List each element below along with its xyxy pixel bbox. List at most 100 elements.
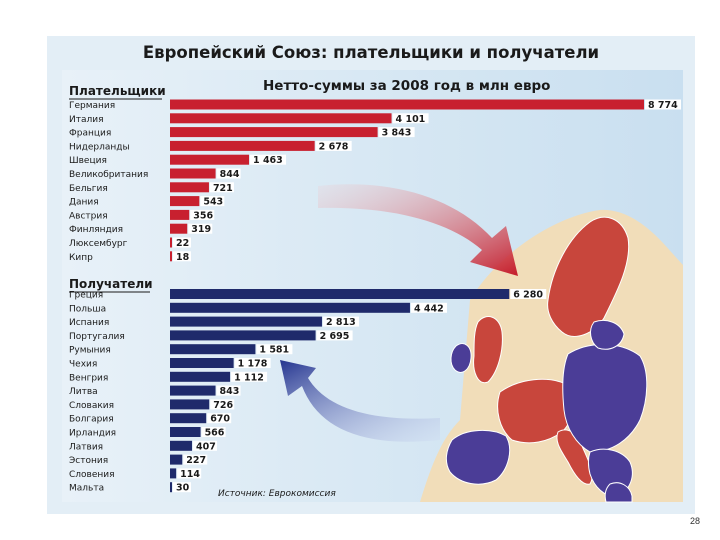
recipients-heading: Получатели — [69, 277, 153, 291]
payers-arrow — [318, 184, 518, 276]
bar — [170, 399, 210, 410]
value-label-background — [216, 168, 241, 179]
bar — [170, 168, 216, 179]
bar — [170, 385, 216, 396]
map-ireland — [450, 343, 472, 373]
value-label-background — [322, 316, 359, 327]
value-label: 114 — [180, 469, 200, 480]
category-label: Дания — [69, 198, 99, 208]
chart-source: Источник: Еврокомиссия — [218, 489, 336, 499]
bar — [170, 344, 256, 355]
value-label: 22 — [176, 238, 189, 249]
bar — [170, 371, 231, 382]
value-label: 1 463 — [253, 155, 283, 166]
category-label: Литва — [69, 387, 98, 397]
bar — [170, 289, 510, 299]
category-label: Латвия — [69, 442, 103, 452]
value-label: 543 — [203, 197, 223, 208]
category-label: Болгария — [69, 415, 114, 425]
value-label-background — [216, 385, 241, 396]
category-label: Мальта — [69, 484, 104, 494]
value-label-background — [207, 413, 232, 424]
europe-map — [420, 209, 683, 503]
value-label: 3 843 — [382, 128, 412, 139]
bar — [170, 140, 315, 151]
value-label-background — [378, 127, 415, 138]
map-baltics — [590, 320, 625, 350]
value-label-background — [188, 223, 213, 234]
value-label-background — [177, 468, 202, 479]
value-label-background — [201, 427, 226, 437]
category-label: Люксембург — [69, 239, 128, 249]
category-label: Чехия — [69, 360, 97, 370]
category-label: Польша — [69, 304, 106, 314]
value-label: 2 695 — [320, 331, 350, 342]
category-label: Венгрия — [69, 373, 108, 383]
value-label: 1 581 — [259, 345, 289, 356]
bar — [170, 302, 410, 313]
category-label: Финляндия — [69, 225, 123, 235]
value-label-background — [183, 454, 208, 465]
value-label: 843 — [220, 386, 240, 397]
value-label-background — [315, 140, 352, 151]
value-label-background — [200, 196, 225, 207]
value-label-background — [510, 289, 547, 299]
value-label: 407 — [196, 441, 216, 452]
bar — [170, 316, 322, 327]
map-east-europe — [562, 343, 648, 453]
bar — [170, 454, 183, 465]
bar — [170, 482, 172, 493]
value-label-background — [192, 440, 217, 451]
value-label-background — [250, 154, 287, 165]
bar — [170, 209, 190, 220]
category-label: Великобритания — [69, 170, 148, 180]
bar — [170, 251, 172, 262]
value-label: 844 — [220, 169, 240, 180]
category-label: Германия — [69, 101, 115, 111]
recipients-arrow — [280, 360, 440, 442]
value-label: 4 101 — [396, 114, 426, 125]
value-label-background — [209, 182, 234, 193]
category-label: Франция — [69, 129, 111, 139]
value-label-background — [173, 482, 191, 493]
value-label-background — [210, 399, 235, 410]
value-label-background — [392, 113, 429, 124]
bar — [170, 113, 392, 124]
chart-subtitle: Нетто-суммы за 2008 год в млн евро — [263, 78, 550, 94]
category-label: Словения — [69, 470, 115, 480]
page-title: Европейский Союз: плательщики и получате… — [142, 43, 600, 62]
value-label: 2 678 — [319, 141, 349, 152]
value-label: 670 — [210, 414, 230, 425]
category-label: Кипр — [69, 253, 93, 263]
value-label: 319 — [191, 224, 211, 235]
value-label-background — [410, 302, 447, 313]
bar — [170, 99, 644, 110]
value-label: 2 813 — [326, 317, 356, 328]
value-label: 6 280 — [513, 290, 543, 301]
value-label: 1 112 — [234, 372, 264, 383]
category-label: Швеция — [69, 156, 107, 166]
value-label: 721 — [213, 183, 233, 194]
bar — [170, 127, 378, 138]
payers-heading: Плательщики — [69, 84, 166, 98]
bar — [170, 237, 172, 248]
bar — [170, 358, 234, 368]
bar — [170, 427, 201, 437]
bars-layer: Германия 8 774 Италия 4 101 Франция 3 843 Ниде… — [69, 99, 681, 494]
value-label: 726 — [213, 400, 233, 411]
bar — [170, 223, 188, 234]
category-label: Ирландия — [69, 429, 116, 439]
value-label: 1 178 — [238, 359, 268, 370]
value-label: 356 — [193, 210, 213, 221]
value-label: 4 442 — [414, 303, 444, 314]
value-label-background — [234, 358, 271, 368]
value-label-background — [173, 251, 191, 262]
category-label: Бельгия — [69, 184, 108, 194]
value-label: 8 774 — [648, 100, 678, 111]
category-label: Румыния — [69, 346, 111, 356]
bar — [170, 182, 209, 193]
value-label-background — [231, 371, 268, 382]
category-label: Эстония — [69, 456, 108, 466]
bar — [170, 413, 207, 424]
